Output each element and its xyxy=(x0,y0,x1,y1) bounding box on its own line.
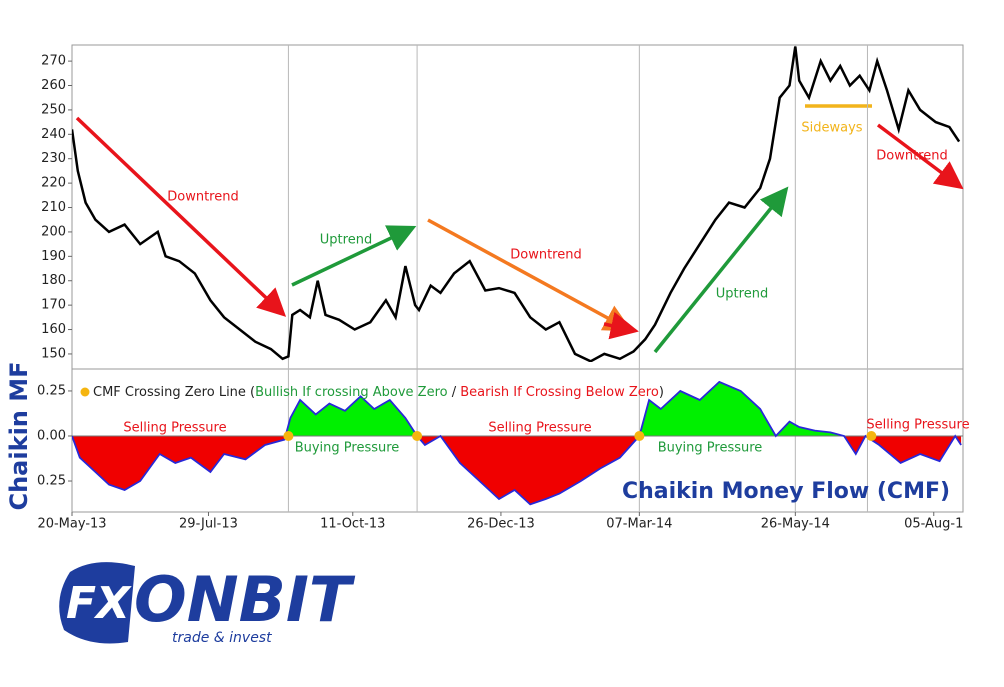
x-tick-label: 26-Dec-13 xyxy=(467,517,535,532)
legend: CMF Crossing Zero Line (Bullish If cross… xyxy=(93,385,664,400)
zero-crossing xyxy=(283,430,294,441)
cmf-positive-area xyxy=(72,381,962,436)
y-tick-label: 180 xyxy=(41,273,66,288)
legend-part: Bullish If crossing Above Zero xyxy=(255,385,448,400)
y-tick-label: 0.25 xyxy=(37,383,66,398)
logo-brand: ONBIT xyxy=(134,563,356,636)
zero-crossing xyxy=(634,430,645,441)
arrow xyxy=(653,186,789,354)
x-tick-label: 11-Oct-13 xyxy=(320,517,385,532)
x-tick-label: 29-Jul-13 xyxy=(179,517,238,532)
annotation: Downtrend xyxy=(167,190,238,205)
y-tick-label: 250 xyxy=(41,102,66,117)
cmf-negative-area xyxy=(72,436,962,505)
annotation: Selling Pressure xyxy=(123,421,226,436)
legend-marker xyxy=(80,387,90,397)
annotation: Uptrend xyxy=(716,287,768,302)
arrow xyxy=(291,225,417,287)
arrow xyxy=(876,123,964,190)
cmf-title: Chaikin Money Flow (CMF) xyxy=(622,479,950,504)
zero-crossing xyxy=(866,430,877,441)
legend-part: / xyxy=(448,385,461,400)
x-tick-label: 05-Aug-1 xyxy=(904,517,963,532)
x-tick-label: 07-Mar-14 xyxy=(606,517,672,532)
x-tick-label: 20-May-13 xyxy=(37,517,106,532)
y-tick-label: 0.00 xyxy=(37,428,66,443)
trend-arrows xyxy=(75,104,964,354)
annotation: Selling Pressure xyxy=(866,418,969,433)
arrow xyxy=(75,116,287,317)
y-tick-label: 190 xyxy=(41,249,66,264)
logo: FX ONBIT trade & invest xyxy=(59,562,356,646)
arrow xyxy=(427,218,633,332)
y-tick-label: 0.25 xyxy=(37,474,66,489)
logo-tagline: trade & invest xyxy=(172,630,272,646)
plot-frame xyxy=(71,44,964,513)
legend-part: Bearish If Crossing Below Zero xyxy=(460,385,659,400)
y-tick-label: 150 xyxy=(41,346,66,361)
annotation: Downtrend xyxy=(510,248,581,263)
y-tick-label: 270 xyxy=(41,54,66,69)
zero-crossing xyxy=(412,430,423,441)
x-tick-label: 26-May-14 xyxy=(761,517,830,532)
y-axis-label: Chaikin MF xyxy=(5,361,33,510)
y-tick-label: 220 xyxy=(41,176,66,191)
arrow xyxy=(603,311,639,340)
annotation: Buying Pressure xyxy=(295,441,400,456)
y-tick-label: 240 xyxy=(41,127,66,142)
y-tick-label: 260 xyxy=(41,78,66,93)
logo-prefix: FX xyxy=(66,578,132,629)
y-tick-label: 200 xyxy=(41,224,66,239)
legend-part: CMF Crossing Zero Line ( xyxy=(93,385,255,400)
annotation: Selling Pressure xyxy=(488,421,591,436)
annotation: Buying Pressure xyxy=(658,441,763,456)
y-tick-label: 160 xyxy=(41,322,66,337)
annotation: Downtrend xyxy=(876,149,947,164)
annotation: Uptrend xyxy=(320,233,372,248)
legend-part: ) xyxy=(659,385,664,400)
y-tick-label: 170 xyxy=(41,298,66,313)
logo-badge xyxy=(59,562,136,644)
cmf-line xyxy=(72,380,962,506)
y-tick-label: 210 xyxy=(41,200,66,215)
price-line xyxy=(72,46,961,362)
annotation: Sideways xyxy=(801,121,862,136)
y-tick-label: 230 xyxy=(41,151,66,166)
